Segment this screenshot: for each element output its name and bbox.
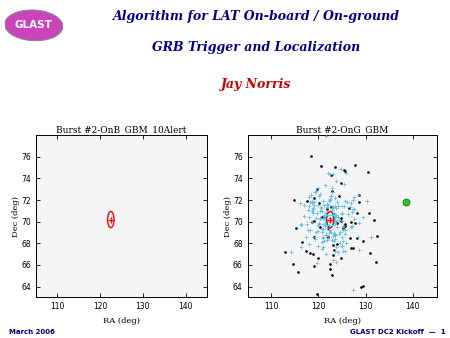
X-axis label: RA (deg): RA (deg) (324, 317, 360, 325)
Text: GLAST DC2 Kickoff  —  1: GLAST DC2 Kickoff — 1 (350, 329, 446, 335)
Text: Algorithm for LAT On-board / On-ground: Algorithm for LAT On-board / On-ground (113, 10, 400, 23)
Text: GRB Trigger and Localization: GRB Trigger and Localization (153, 41, 360, 53)
Title: Burst #2-OnG_GBM: Burst #2-OnG_GBM (296, 125, 388, 135)
Title: Burst #2-OnB_GBM_10Alert: Burst #2-OnB_GBM_10Alert (56, 125, 187, 135)
Text: March 2006: March 2006 (9, 329, 55, 335)
Y-axis label: Dec (deg): Dec (deg) (12, 196, 20, 237)
Y-axis label: Dec (deg): Dec (deg) (224, 196, 231, 237)
X-axis label: RA (deg): RA (deg) (103, 317, 140, 325)
Ellipse shape (4, 10, 63, 41)
Text: GLAST: GLAST (15, 20, 53, 30)
Text: Jay Norris: Jay Norris (221, 78, 292, 91)
